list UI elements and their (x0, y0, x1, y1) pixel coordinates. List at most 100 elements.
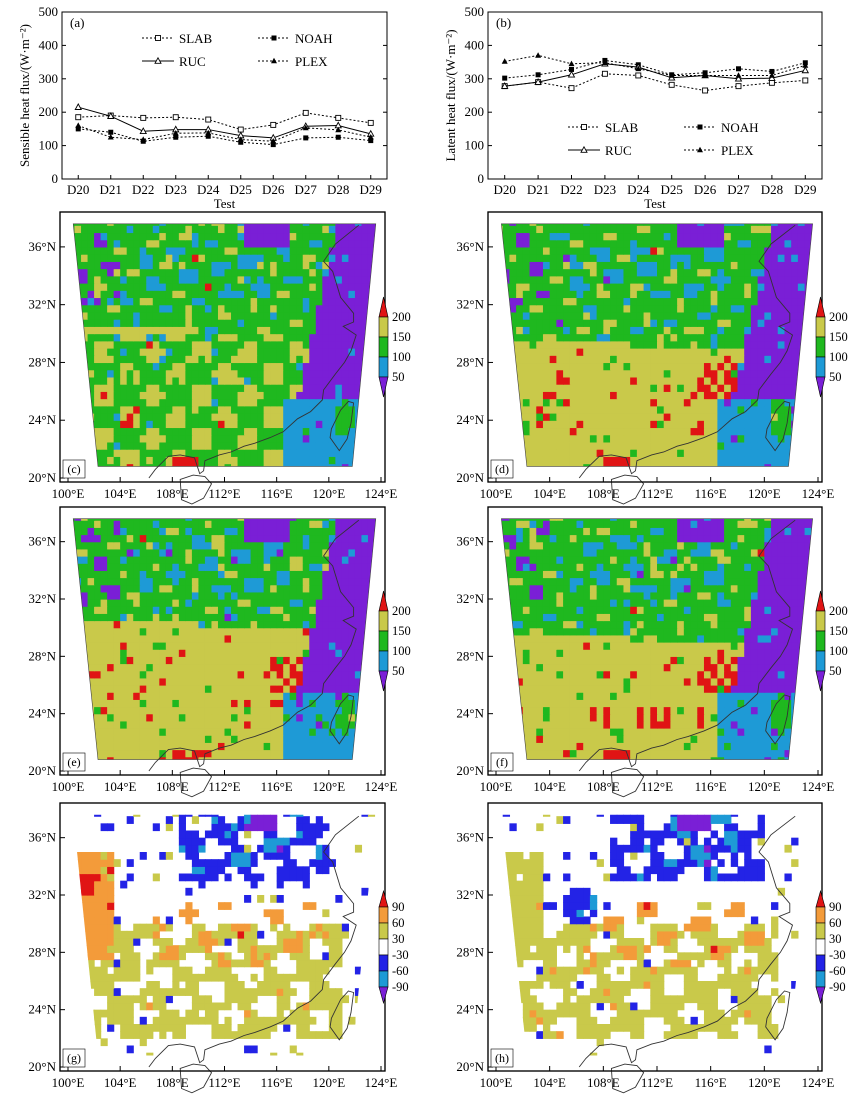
field-cell (309, 225, 317, 234)
field-cell (231, 232, 239, 241)
field-cell (231, 348, 239, 356)
field-cell (94, 620, 102, 629)
field-cell (744, 456, 752, 465)
field-cell (650, 369, 658, 378)
field-cell (328, 728, 336, 736)
field-cell (146, 340, 154, 349)
series-line (504, 54, 806, 76)
field-cell (100, 713, 108, 722)
field-cell (217, 232, 226, 241)
y-tick-label: 400 (465, 37, 485, 52)
field-cell (563, 232, 571, 241)
field-cell (322, 627, 330, 636)
data-point (735, 83, 742, 90)
field-cell (231, 642, 239, 650)
field-cell (296, 692, 304, 700)
field-cell (309, 261, 317, 270)
field-cell (224, 326, 232, 335)
field-cell (165, 692, 173, 700)
field-cell (549, 391, 557, 400)
field-cell (771, 297, 779, 306)
field-cell (677, 441, 685, 450)
field-cell (583, 319, 591, 327)
field-cell (146, 441, 154, 450)
field-cell (172, 685, 180, 693)
field-cell (231, 670, 239, 679)
field-cell (289, 642, 297, 650)
field-cell (165, 297, 173, 306)
field-cell (542, 268, 551, 277)
field-cell (757, 223, 765, 226)
field-cell (283, 627, 291, 636)
field-cell (744, 413, 752, 421)
field-cell (328, 427, 336, 436)
field-cell (133, 584, 141, 593)
field-cell (328, 369, 336, 378)
field-cell (750, 225, 759, 234)
field-cell (542, 326, 551, 335)
field-cell (315, 326, 323, 335)
field-cell (211, 376, 219, 385)
field-cell (191, 304, 200, 313)
field-cell (139, 613, 147, 622)
field-cell (630, 362, 638, 371)
field-cell (657, 456, 665, 465)
field-cell (198, 261, 206, 270)
field-cell (107, 355, 115, 364)
field-cell (250, 283, 258, 291)
field-cell (536, 369, 544, 378)
field-cell (204, 391, 213, 400)
field-cell (289, 434, 297, 443)
field-cell (152, 405, 160, 414)
field-cell (237, 420, 245, 429)
field-cell (276, 268, 284, 277)
field-cell (784, 275, 792, 284)
field-cell (178, 642, 186, 650)
field-cell (663, 239, 672, 248)
field-cell (120, 606, 128, 614)
field-cell (224, 225, 232, 234)
field-cell (309, 362, 317, 371)
field-cell (536, 376, 544, 385)
field-cell (522, 283, 531, 291)
field-cell (509, 268, 517, 277)
field-cell (250, 355, 258, 364)
field-cell (133, 599, 141, 607)
field-cell (309, 398, 317, 407)
field-cell (231, 720, 239, 729)
field-cell (744, 369, 752, 378)
field-cell (690, 391, 698, 400)
field-cell (737, 223, 745, 226)
field-cell (87, 584, 95, 593)
field-cell (636, 275, 645, 284)
field-cell (603, 441, 611, 450)
field-cell (237, 456, 245, 465)
field-cell (690, 297, 698, 306)
field-cell (94, 670, 102, 679)
field-cell (791, 384, 799, 392)
field-cell (771, 391, 779, 400)
field-cell (126, 577, 134, 586)
field-cell (217, 275, 226, 284)
field-cell (283, 369, 291, 378)
field-cell (302, 749, 310, 758)
field-cell (309, 463, 317, 467)
field-cell (354, 261, 363, 270)
field-cell (289, 599, 297, 607)
field-cell (283, 749, 291, 758)
data-point (140, 114, 147, 121)
field-cell (764, 348, 772, 356)
field-cell (283, 232, 291, 241)
field-cell (237, 634, 245, 643)
field-cell (276, 304, 284, 313)
field-cell (94, 735, 102, 743)
field-cell (703, 239, 712, 248)
field-cell (757, 391, 765, 400)
field-cell (724, 391, 732, 400)
field-cell (764, 223, 772, 226)
field-cell (302, 692, 310, 700)
field-cell (737, 246, 745, 255)
